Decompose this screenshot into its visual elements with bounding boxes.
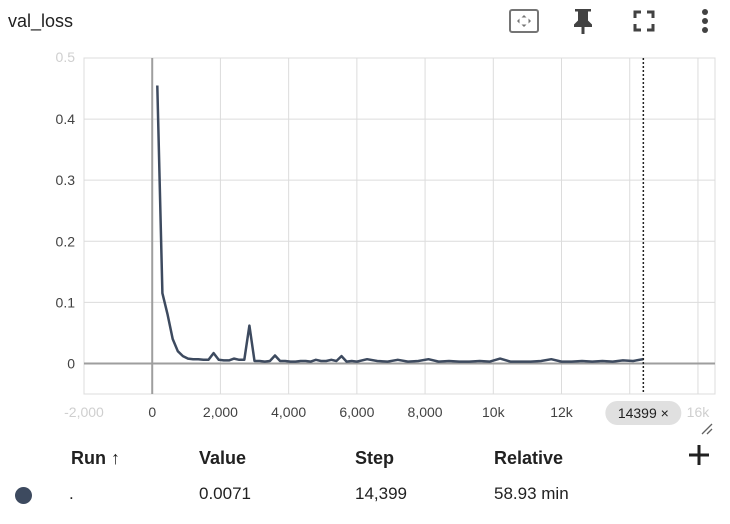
x-tick-label: 0 — [148, 404, 156, 420]
x-tick-label: 16k — [687, 404, 711, 420]
line-chart[interactable]: 0 0.1 0.2 0.3 0.4 0.5 -2,000 0 2,000 4,000 6,000 8,… — [0, 48, 730, 438]
header-run[interactable]: Run ↑ — [71, 448, 120, 468]
plot-frame — [83, 57, 716, 395]
header-step[interactable]: Step — [355, 448, 395, 468]
y-tick-label: 0.5 — [56, 49, 76, 65]
header-relative[interactable]: Relative — [494, 448, 564, 468]
x-tick-label: 12k — [550, 404, 574, 420]
more-vert-icon — [701, 8, 709, 39]
x-tick-label: 2,000 — [203, 404, 238, 420]
x-tick-label: 6,000 — [339, 404, 374, 420]
pin-button[interactable] — [566, 6, 600, 40]
y-tick-label: 0 — [67, 355, 75, 371]
series-line — [156, 85, 644, 363]
pin-icon — [572, 7, 594, 40]
x-tick-label: 8,000 — [408, 404, 443, 420]
more-options-button[interactable] — [688, 6, 722, 40]
y-tick-label: 0.4 — [56, 111, 76, 127]
y-tick-label: 0.2 — [56, 233, 76, 249]
y-tick-label: 0.3 — [56, 172, 76, 188]
x-tick-label: 10k — [482, 404, 506, 420]
y-tick-label: 0.1 — [56, 294, 76, 310]
fullscreen-icon — [633, 10, 655, 37]
plus-icon — [687, 443, 711, 472]
cell-value: 0.0071 — [199, 484, 251, 503]
fit-domain-button[interactable] — [507, 6, 541, 40]
run-color-swatch — [15, 487, 32, 504]
cell-relative: 58.93 min — [494, 484, 569, 503]
add-column-button[interactable] — [683, 440, 715, 474]
card-title: val_loss — [8, 11, 74, 31]
fit-domain-icon — [509, 8, 539, 38]
hover-step-chip — [605, 401, 682, 425]
x-tick-label: 4,000 — [271, 404, 306, 420]
fullscreen-button[interactable] — [627, 6, 661, 40]
cell-run: . — [69, 484, 74, 503]
resize-handle-icon — [701, 423, 713, 435]
x-tick-label: -2,000 — [64, 404, 104, 420]
hover-step-label: 14399 × — [618, 405, 669, 421]
cell-step: 14,399 — [355, 484, 407, 503]
header-value[interactable]: Value — [199, 448, 247, 468]
